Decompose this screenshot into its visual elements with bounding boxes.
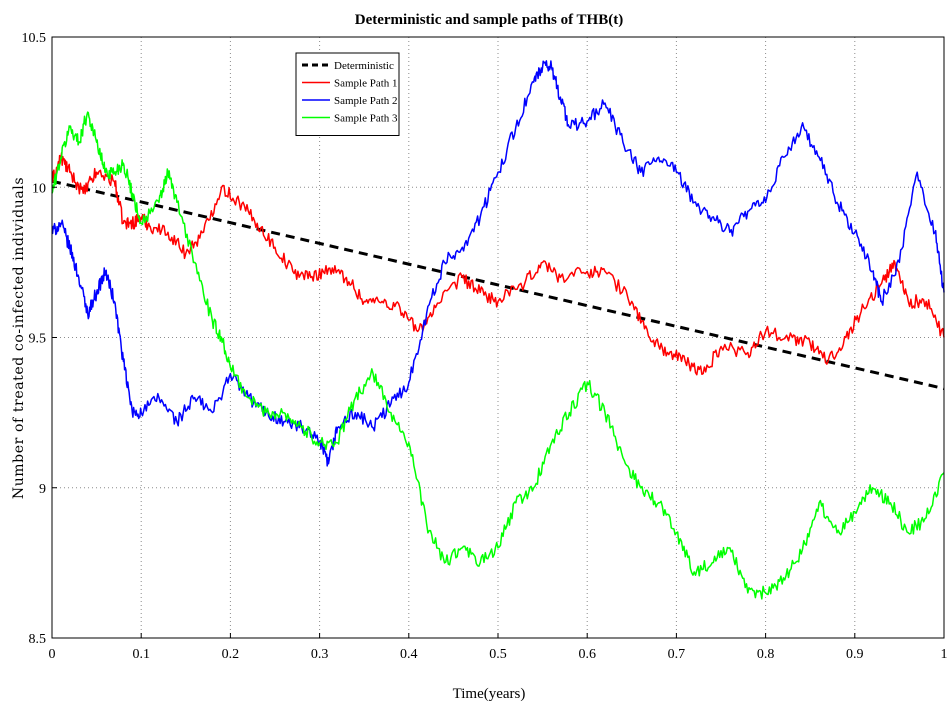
- x-tick-label: 0.6: [578, 647, 596, 662]
- x-tick-label: 0.4: [400, 647, 418, 662]
- x-axis-label: Time(years): [453, 686, 526, 702]
- legend-box: [295, 52, 400, 136]
- x-tick-label: 0.5: [489, 647, 507, 662]
- x-tick-label: 0.2: [222, 647, 240, 662]
- legend-entry: Sample Path 2: [334, 95, 398, 107]
- legend-entry: Deterministic: [334, 60, 394, 72]
- y-tick-label: 9.5: [29, 332, 47, 347]
- chart-title: Deterministic and sample paths of THB(t): [355, 12, 623, 28]
- series-line-deterministic: [51, 179, 945, 391]
- y-axis-label: Number of treated co-infected individual…: [11, 177, 27, 499]
- series-lines: [51, 60, 945, 600]
- x-tick-label: 0: [49, 647, 56, 662]
- x-tick-label: 0.8: [757, 647, 775, 662]
- x-tick-label: 0.3: [311, 647, 329, 662]
- series-line-sample-path-3: [51, 111, 945, 600]
- y-tick-label: 9: [39, 482, 46, 497]
- x-tick-label: 0.7: [668, 647, 686, 662]
- x-tick-label: 0.1: [132, 647, 150, 662]
- grid-lines: [52, 37, 944, 638]
- legend: Deterministic Sample Path 1 Sample Path 2 S…: [295, 52, 400, 136]
- y-tick-label: 10.5: [22, 31, 47, 46]
- series-line-sample-path-2: [51, 60, 945, 467]
- y-tick-label: 8.5: [29, 632, 47, 647]
- x-tick-label: 0.9: [846, 647, 864, 662]
- legend-entry: Sample Path 3: [334, 113, 398, 125]
- legend-entry: Sample Path 1: [334, 78, 398, 90]
- series-line-sample-path-1: [51, 152, 945, 376]
- axis-ticks: 0 0.1 0.2 0.3 0.4 0.5 0.6 0.7 0.8 0.9 1 8.5 9 9.5 10 10…: [22, 31, 947, 662]
- y-tick-label: 10: [32, 181, 46, 196]
- x-tick-label: 1: [941, 647, 947, 662]
